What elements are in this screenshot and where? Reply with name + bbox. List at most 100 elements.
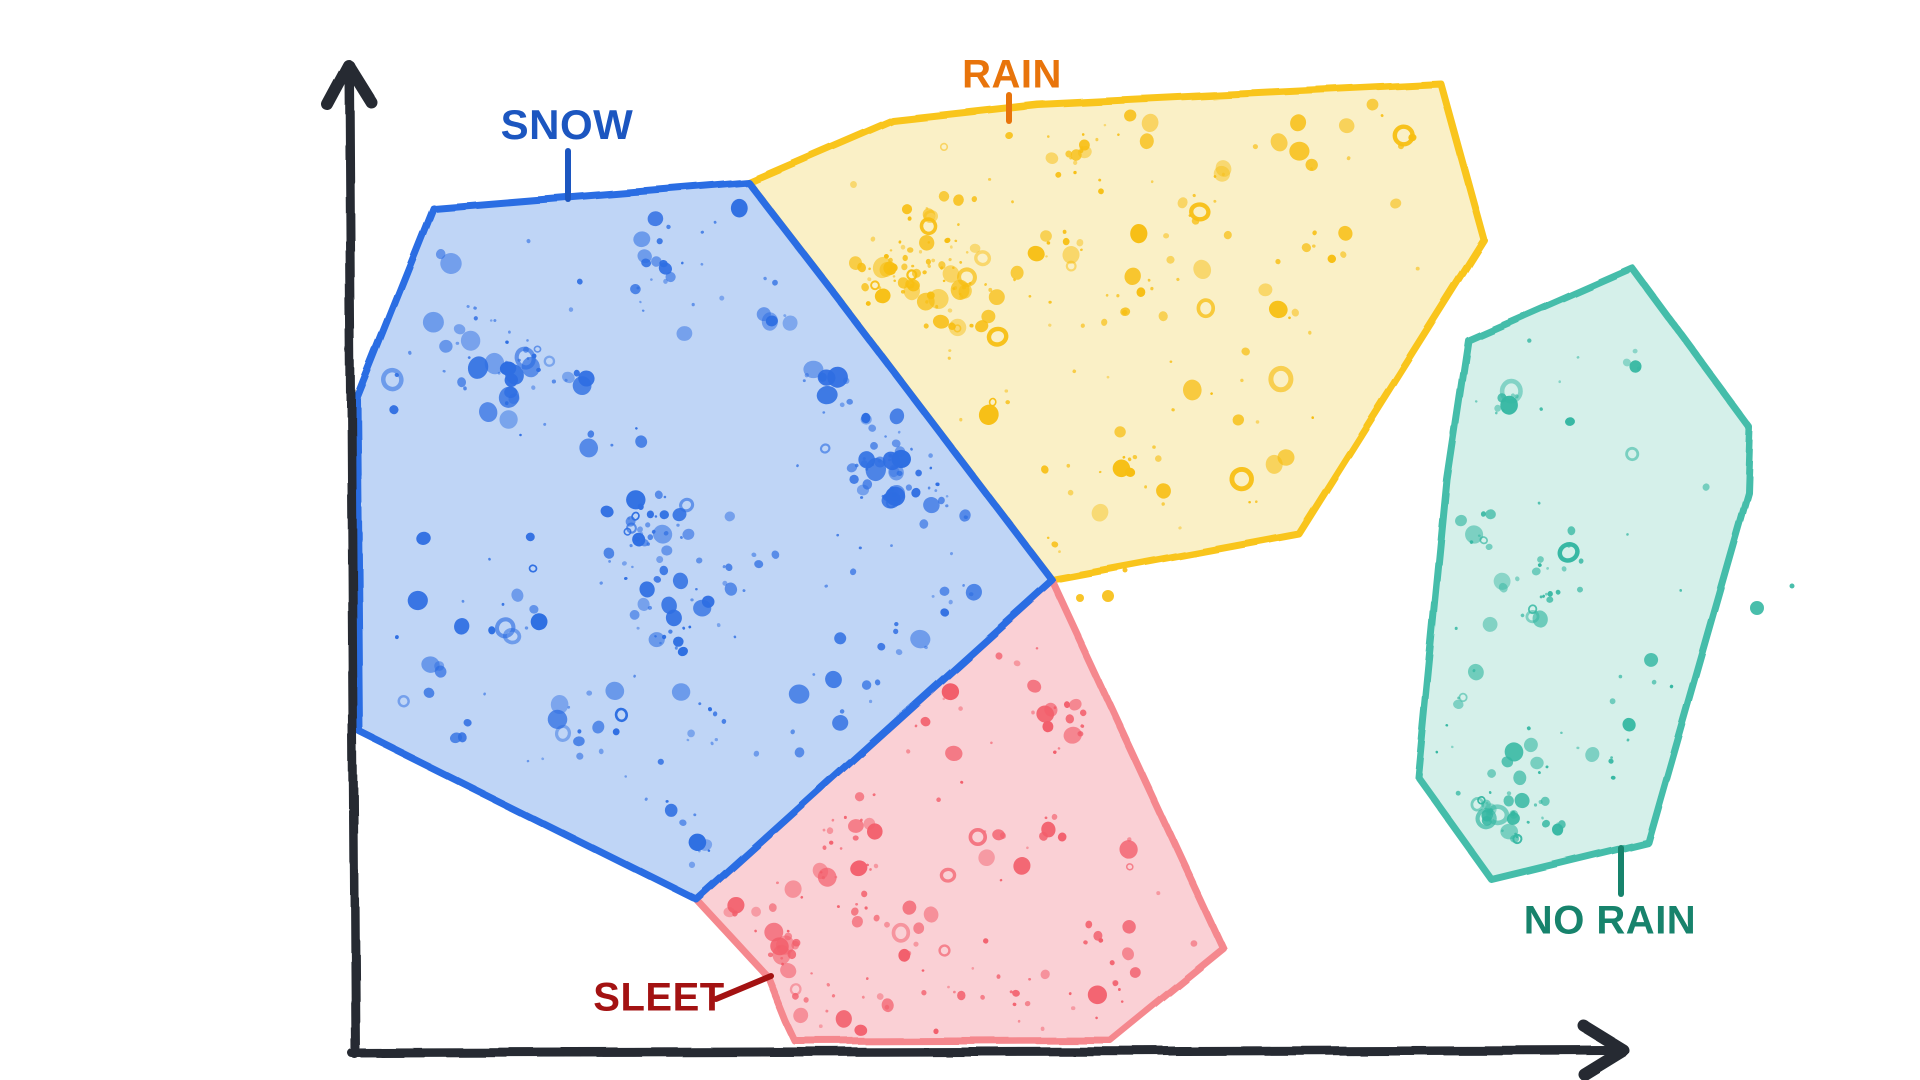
scatter-dot [919, 519, 929, 529]
scatter-dot [869, 868, 872, 871]
scatter-dot [873, 863, 879, 869]
scatter-dot [1150, 286, 1154, 291]
scatter-dot [933, 1028, 939, 1035]
scatter-dot [631, 511, 640, 521]
scatter-dot [942, 279, 946, 283]
scatter-dot [635, 435, 648, 448]
scatter-dot [1124, 467, 1136, 477]
scatter-dot [826, 983, 830, 987]
scatter-dot [1530, 756, 1544, 770]
scatter-dot [454, 618, 470, 635]
scatter-dot [889, 249, 893, 252]
scatter-dot [898, 948, 911, 962]
scatter-dot [1610, 775, 1616, 780]
scatter-dot [1608, 758, 1614, 764]
scatter-dot [1415, 266, 1420, 271]
scatter-dot [1537, 771, 1541, 775]
scatter-dot [1409, 134, 1414, 139]
scatter-dot [665, 271, 676, 283]
scatter-dot [550, 695, 569, 714]
scatter-dot [999, 878, 1003, 882]
scatter-dot [948, 258, 952, 262]
scatter-dot [1171, 408, 1175, 412]
scatter-dot [882, 451, 901, 471]
scatter-dot [1481, 809, 1493, 822]
scatter-dot [791, 992, 799, 1000]
scatter-dot [639, 300, 642, 304]
scatter-dot [894, 446, 906, 457]
scatter-dot [1479, 536, 1488, 545]
scatter-dot [839, 709, 845, 714]
scatter-dot [913, 922, 925, 934]
scatter-dot [1500, 823, 1519, 840]
scatter-dot [1255, 420, 1260, 424]
scatter-dot [1177, 197, 1188, 209]
scatter-dot [526, 357, 530, 360]
scatter-dot [1144, 485, 1148, 489]
scatter-dot [1085, 920, 1093, 929]
scatter-dot [389, 405, 399, 415]
scatter-dot [870, 236, 876, 242]
label-pointer-sleet [713, 973, 774, 1002]
scatter-dot [1679, 589, 1683, 592]
scatter-dot [969, 323, 974, 328]
scatter-dot [822, 845, 827, 850]
scatter-dot [587, 430, 595, 438]
scatter-dot [822, 828, 826, 832]
scatter-dot [1435, 750, 1439, 754]
scatter-dot [1057, 832, 1067, 842]
scatter-dot [891, 439, 901, 448]
scatter-dot [605, 681, 625, 701]
scatter-dot [1127, 457, 1132, 462]
scatter-dot [902, 254, 908, 262]
scatter-dot [416, 531, 431, 545]
y-axis [344, 70, 360, 1059]
scatter-dot [831, 994, 836, 998]
scatter-dot [950, 279, 970, 300]
scatter-dot [1068, 698, 1082, 711]
scatter-dot [568, 307, 574, 312]
scatter-dot [626, 522, 637, 534]
scatter-dot [907, 216, 912, 221]
scatter-dot [1514, 792, 1530, 809]
scatter-dot [1095, 1016, 1098, 1020]
scatter-dot [919, 217, 938, 236]
scatter-dot [1289, 141, 1310, 161]
scatter-dot [865, 457, 887, 482]
scatter-dot [1578, 558, 1584, 564]
scatter-dot [449, 732, 463, 744]
scatter-dot [846, 463, 858, 473]
scatter-dot [663, 278, 668, 284]
scatter-dot [479, 402, 498, 423]
scatter-dot [1500, 395, 1518, 415]
scatter-dot [439, 339, 453, 353]
scatter-dot [962, 285, 967, 290]
x-axis [347, 1045, 1616, 1058]
scatter-dot [528, 564, 538, 573]
scatter-dot [1066, 463, 1071, 468]
scatter-dot [856, 484, 870, 496]
scatter-dot [1213, 199, 1217, 203]
scatter-dot [890, 544, 893, 547]
scatter-dot [855, 902, 859, 906]
scatter-dot [1024, 1000, 1031, 1007]
scatter-dot [1482, 616, 1498, 632]
scatter-dot [1063, 701, 1071, 708]
scatter-dot [1618, 674, 1623, 679]
scatter-dot [928, 453, 933, 458]
scatter-dot [888, 458, 892, 462]
scatter-dot [1531, 567, 1541, 576]
scatter-dot [1454, 626, 1458, 630]
scatter-dot [1539, 595, 1543, 599]
scatter-dot [1485, 509, 1496, 520]
scatter-dot [572, 376, 592, 396]
scatter-dot [942, 265, 960, 283]
scatter-dot [834, 632, 847, 645]
scatter-dot [461, 599, 465, 603]
scatter-dot [1136, 287, 1146, 297]
scatter-dot [753, 750, 760, 757]
scatter-dot [843, 815, 847, 819]
scatter-dot [650, 278, 653, 281]
scatter-dot [902, 900, 917, 915]
scatter-dot [948, 349, 952, 353]
